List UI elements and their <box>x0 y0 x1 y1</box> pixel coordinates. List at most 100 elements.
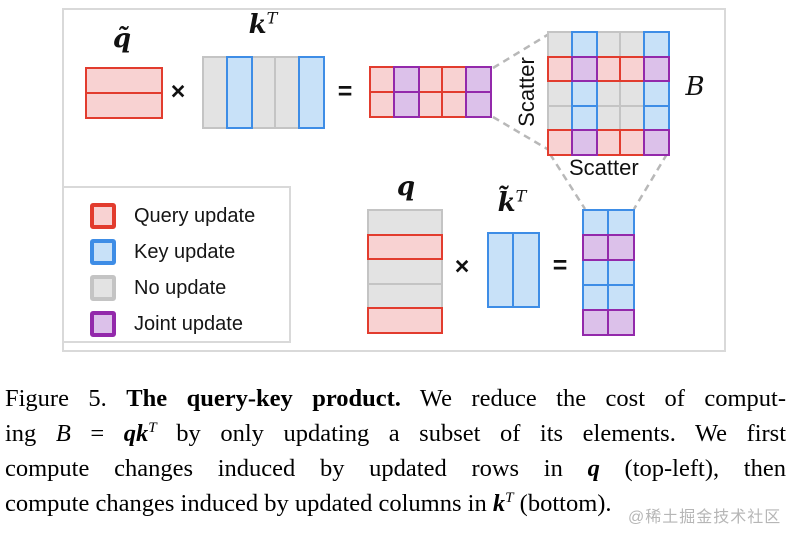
legend-swatch-q <box>90 203 116 229</box>
matrix-q-tilde <box>85 67 163 119</box>
matrix-row <box>582 259 635 286</box>
matrix-cell-q <box>85 92 163 119</box>
matrix-row <box>85 92 163 119</box>
matrix-row <box>367 307 443 334</box>
equals-operator-top: = <box>337 77 353 106</box>
matrix-row <box>547 129 670 156</box>
matrix-cell-k <box>571 104 598 131</box>
matrix-row <box>582 209 635 236</box>
k-transpose-label: kT <box>248 8 278 40</box>
matrix-row <box>582 234 635 261</box>
matrix-cell-k <box>643 104 670 131</box>
B-label: B <box>685 72 705 102</box>
matrix-cell-k <box>582 259 610 286</box>
matrix-row <box>369 66 492 93</box>
legend-label: Key update <box>134 240 236 263</box>
matrix-cell-j <box>607 309 635 336</box>
matrix-cell-k <box>571 80 598 107</box>
matrix-cell-n <box>619 104 646 131</box>
figure-caption: Figure 5. The query-key product. We redu… <box>5 381 786 521</box>
matrix-row <box>85 67 163 94</box>
matrix-cell-n <box>595 80 622 107</box>
matrix-cell-k <box>582 209 610 236</box>
matrix-cell-q <box>595 55 622 82</box>
matrix-cell-j <box>465 91 492 118</box>
matrix-cell-j <box>393 66 420 93</box>
matrix-row <box>547 104 670 131</box>
matrix-cell-j <box>607 234 635 261</box>
matrix-cell-n <box>547 80 574 107</box>
matrix-cell-q <box>85 67 163 94</box>
matrix-cell-n <box>595 104 622 131</box>
matrix-cell-n <box>619 80 646 107</box>
matrix-row <box>547 55 670 82</box>
matrix-cell-q <box>595 129 622 156</box>
matrix-cell-q <box>367 307 443 334</box>
caption-line: Figure 5. The query-key product. We redu… <box>5 385 786 412</box>
matrix-cell-j <box>643 55 670 82</box>
matrix-cell-n <box>367 282 443 309</box>
matrix-cell-q <box>369 91 396 118</box>
matrix-cell-q <box>441 66 468 93</box>
matrix-cell-n <box>619 31 646 58</box>
matrix-cell-q <box>619 129 646 156</box>
matrix-cell-q <box>619 55 646 82</box>
matrix-cell-q <box>441 91 468 118</box>
matrix-q <box>367 209 443 334</box>
caption-line: ing B = qkT by only updating a subset of… <box>5 418 787 447</box>
watermark: @稀土掘金技术社区 <box>628 509 782 526</box>
matrix-result-bottom <box>582 209 635 336</box>
legend-label: No update <box>134 276 227 299</box>
matrix-row <box>202 56 325 129</box>
matrix-row <box>582 284 635 311</box>
matrix-row <box>367 258 443 285</box>
matrix-cell-j <box>393 91 420 118</box>
matrix-B <box>547 31 670 156</box>
caption-line: compute changes induced by updated rows … <box>5 455 786 482</box>
scatter-left-label: Scatter <box>514 57 539 127</box>
times-operator-bottom: × <box>454 252 470 281</box>
matrix-cell-q <box>367 233 443 260</box>
equals-operator-bottom: = <box>552 251 568 280</box>
matrix-cell-j <box>571 129 598 156</box>
matrix-cell-q <box>417 91 444 118</box>
matrix-result-top <box>369 66 492 118</box>
matrix-cell-q <box>417 66 444 93</box>
legend-swatch-j <box>90 311 116 337</box>
matrix-cell-k <box>487 232 515 308</box>
legend-item-q: Query update <box>90 203 289 229</box>
matrix-row <box>369 91 492 118</box>
times-operator-top: × <box>170 77 186 106</box>
matrix-cell-k <box>571 31 598 58</box>
matrix-cell-k <box>607 284 635 311</box>
matrix-cell-k <box>226 56 253 129</box>
matrix-cell-j <box>465 66 492 93</box>
matrix-row <box>547 80 670 107</box>
legend-item-j: Joint update <box>90 311 289 337</box>
matrix-cell-n <box>367 258 443 285</box>
matrix-cell-j <box>571 55 598 82</box>
matrix-cell-k <box>582 284 610 311</box>
legend-swatch-n <box>90 275 116 301</box>
legend-label: Query update <box>134 204 256 227</box>
matrix-row <box>367 209 443 236</box>
matrix-cell-k <box>607 209 635 236</box>
matrix-cell-k <box>607 259 635 286</box>
matrix-cell-n <box>367 209 443 236</box>
matrix-cell-j <box>643 129 670 156</box>
matrix-cell-n <box>250 56 277 129</box>
caption-line: compute changes induced by updated colum… <box>5 488 612 517</box>
matrix-row <box>367 233 443 260</box>
matrix-cell-n <box>547 31 574 58</box>
matrix-cell-k <box>643 80 670 107</box>
matrix-cell-n <box>202 56 229 129</box>
matrix-cell-q <box>369 66 396 93</box>
matrix-cell-k <box>298 56 325 129</box>
scatter-bottom-label: Scatter <box>569 155 639 180</box>
matrix-cell-j <box>582 234 610 261</box>
matrix-row <box>367 282 443 309</box>
matrix-cell-q <box>547 129 574 156</box>
matrix-cell-q <box>547 55 574 82</box>
legend-label: Joint update <box>134 312 243 335</box>
